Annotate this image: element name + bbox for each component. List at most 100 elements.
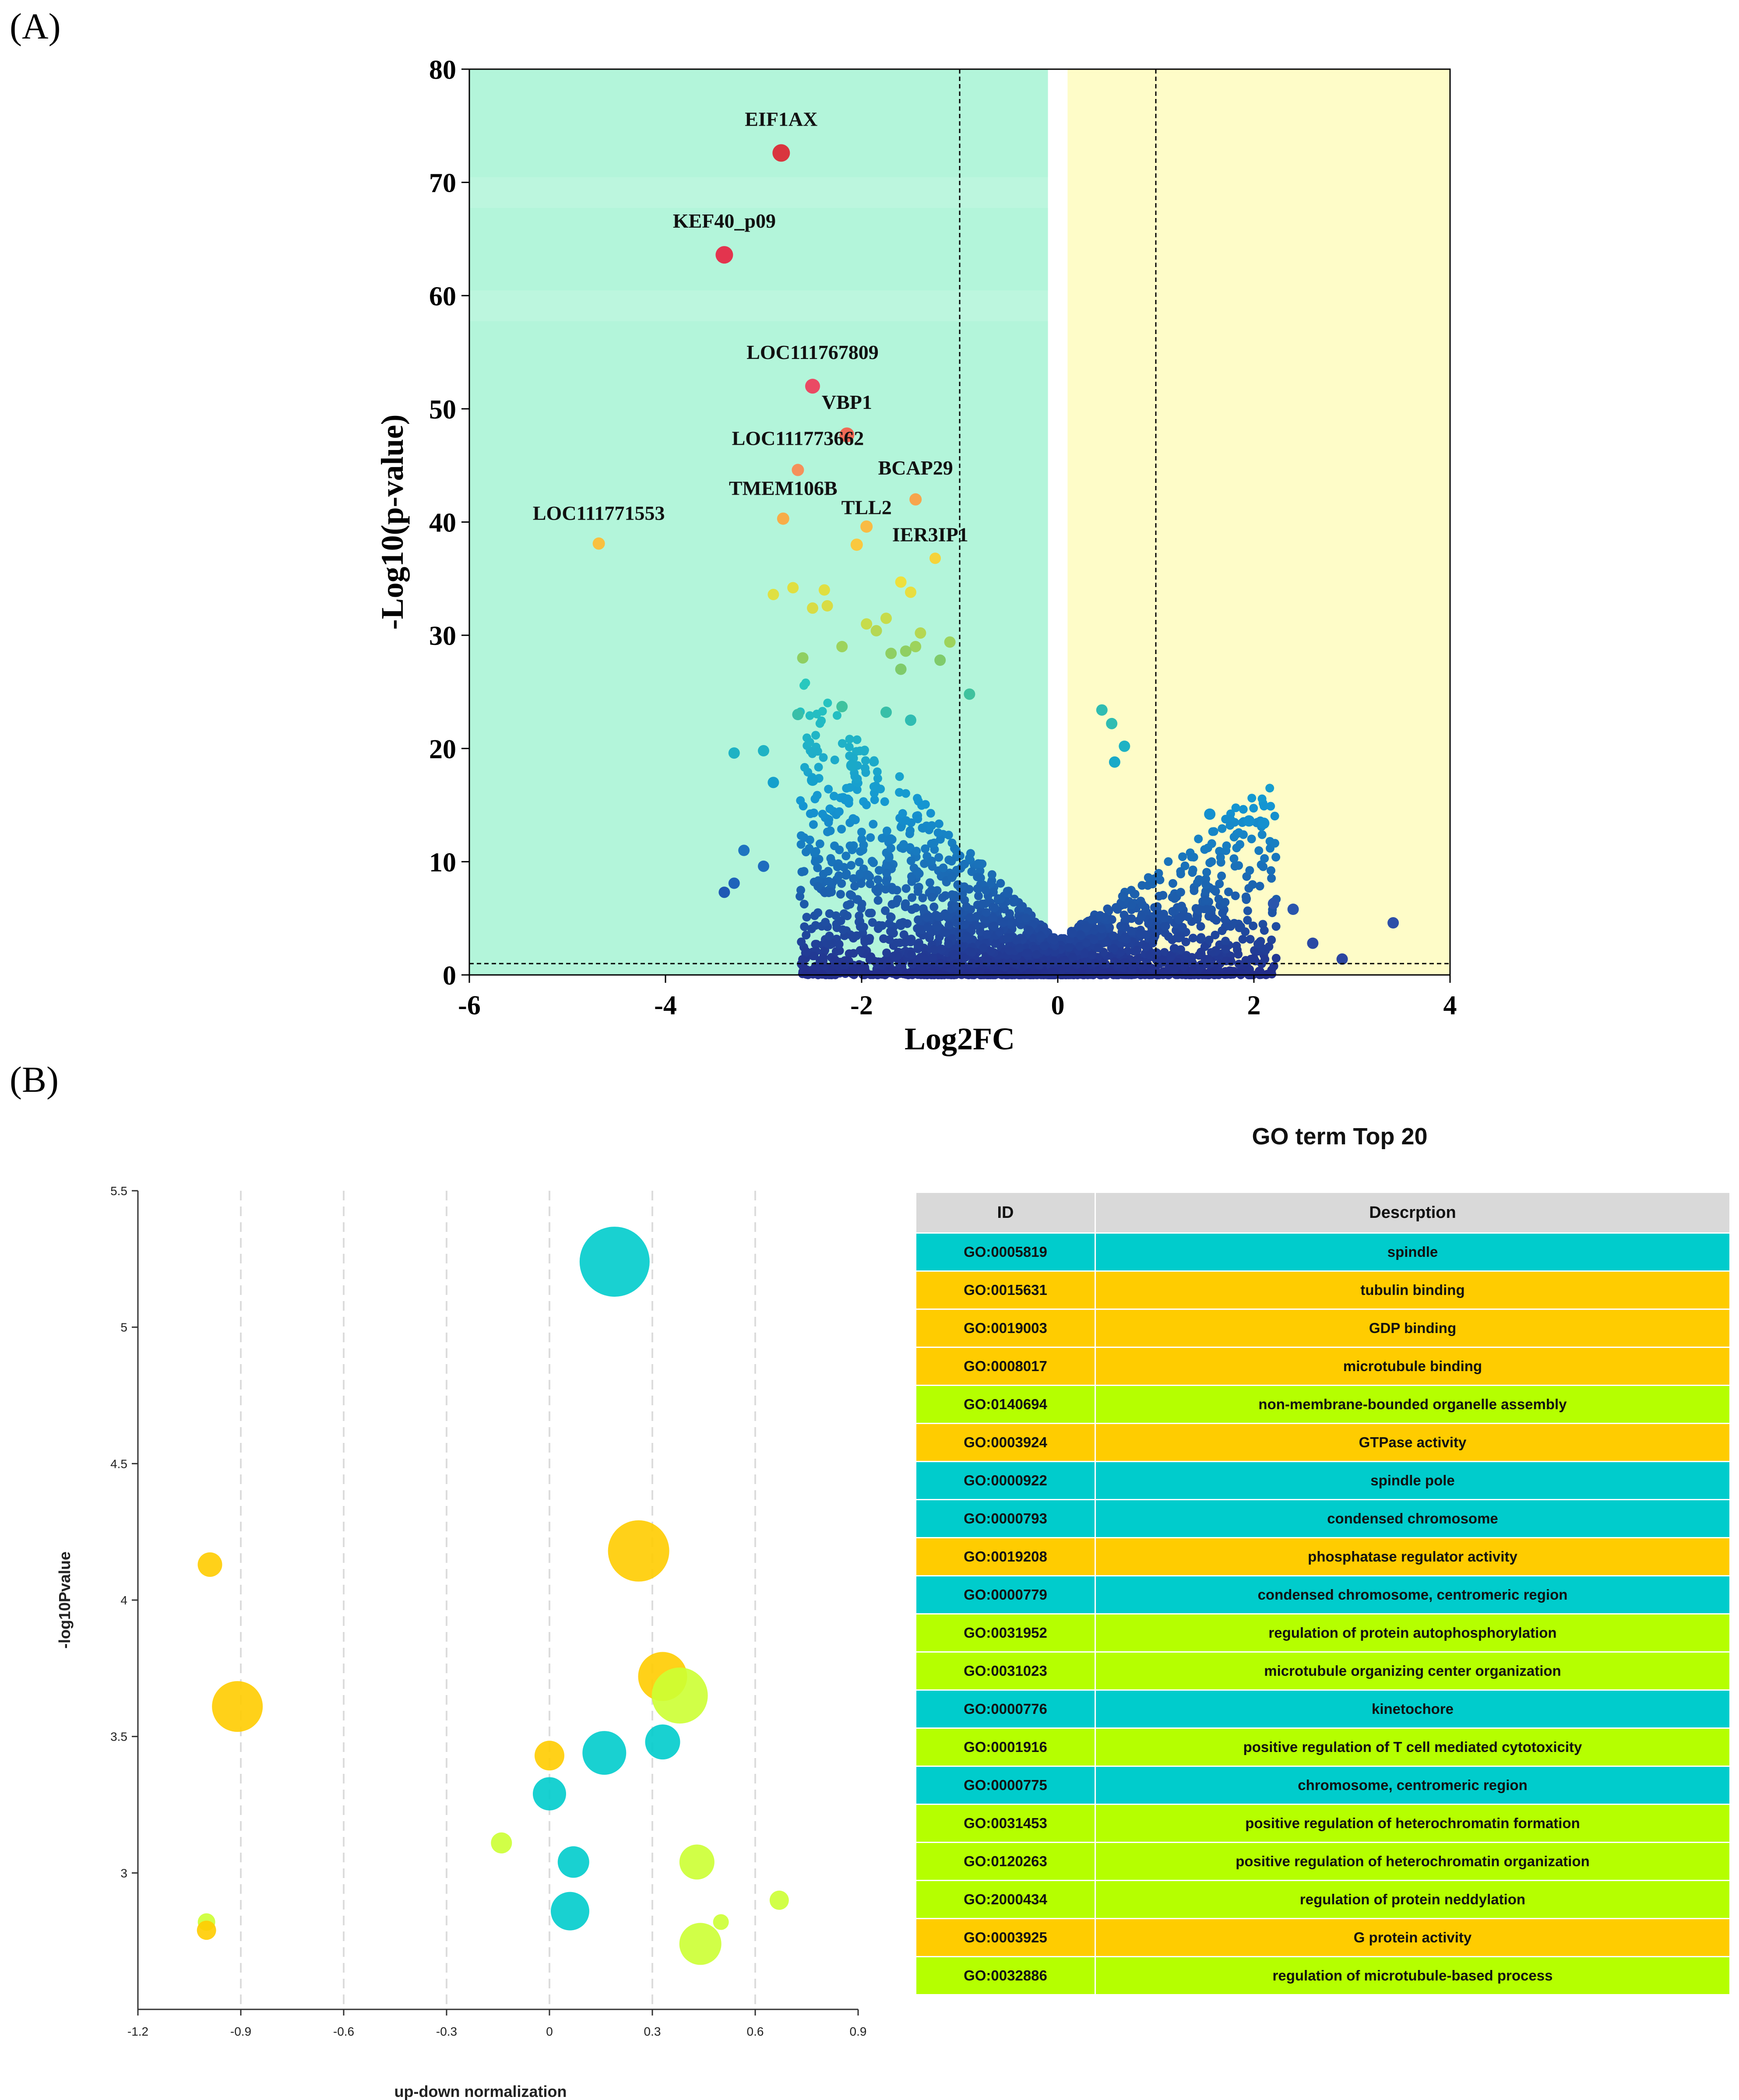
gene-point — [1237, 968, 1246, 978]
gene-point — [1035, 960, 1044, 970]
gene-point — [927, 856, 936, 865]
gene-point — [855, 869, 865, 879]
gene-label: LOC111773662 — [732, 427, 864, 450]
gene-point — [1183, 912, 1193, 922]
gene-point — [913, 867, 922, 876]
gene-point — [1023, 949, 1032, 958]
gene-point — [801, 947, 810, 956]
gene-point — [813, 747, 822, 756]
gene-point — [885, 935, 894, 944]
gene-point — [992, 939, 1001, 948]
gene-point — [1268, 908, 1277, 918]
gene-point — [826, 966, 835, 975]
gene-point — [987, 878, 996, 887]
y-tick-label: 5 — [120, 1321, 127, 1334]
gene-point — [1253, 939, 1262, 949]
gene-point — [849, 949, 858, 958]
gene-point — [882, 862, 891, 871]
gene-point — [926, 809, 935, 818]
gene-point — [982, 908, 991, 917]
gene-point — [996, 894, 1005, 904]
y-tick-label: 0 — [443, 961, 456, 991]
gene-point — [799, 900, 809, 909]
gene-point — [1247, 794, 1257, 803]
gene-point — [1082, 938, 1091, 947]
gene-point — [805, 738, 814, 747]
gene-point — [1090, 925, 1099, 935]
gene-point — [1209, 885, 1218, 894]
gene-point — [899, 840, 908, 849]
gene-point — [863, 870, 872, 879]
gene-point — [799, 867, 809, 876]
gene-point — [1088, 915, 1097, 924]
gene-point — [841, 851, 851, 861]
gene-point — [1094, 943, 1103, 953]
go-term-table: ID Descrption GO:0005819 spindle GO:001563… — [915, 1192, 1731, 1995]
gene-point — [934, 819, 943, 828]
gene-point — [813, 791, 822, 800]
gene-point — [852, 735, 862, 744]
gene-point — [1201, 895, 1211, 904]
gene-point — [885, 647, 897, 659]
gene-point — [1096, 932, 1105, 941]
gene-point — [941, 928, 950, 937]
gene-point — [1047, 967, 1056, 976]
gene-point — [845, 735, 854, 744]
gene-point — [939, 863, 948, 872]
gene-point — [1216, 853, 1225, 862]
gene-point — [1011, 960, 1021, 969]
gene-point — [1003, 933, 1012, 942]
gene-point — [1189, 966, 1198, 975]
gene-point — [834, 939, 844, 949]
gene-point — [987, 870, 996, 879]
gene-point — [1081, 924, 1091, 933]
gene-point — [1194, 905, 1203, 915]
gene-point — [843, 901, 852, 910]
gene-point — [1218, 926, 1227, 936]
gene-point — [895, 772, 904, 781]
go-term-bubble — [197, 1552, 222, 1577]
go-term-bubble — [551, 1892, 589, 1931]
labeled-gene-point — [909, 493, 922, 506]
gene-point — [860, 763, 870, 773]
gene-point — [861, 618, 873, 630]
gene-point — [1194, 834, 1203, 844]
gene-point — [1250, 953, 1259, 963]
gene-point — [830, 755, 839, 764]
gene-point — [1254, 846, 1264, 855]
gene-point — [1160, 948, 1169, 957]
gene-point — [1203, 905, 1212, 914]
gene-point — [1259, 862, 1268, 871]
volcano-plot: EIF1AX KEF40_p09 LOC111767809 VBP1 LOC111773… — [375, 55, 1457, 1056]
gene-point — [807, 774, 818, 786]
gene-point — [836, 701, 848, 713]
gene-point — [922, 913, 931, 922]
go-term-bubble — [533, 1777, 566, 1811]
gene-point — [907, 950, 916, 960]
go-description-cell: microtubule organizing center organizati… — [1095, 1651, 1731, 1691]
gene-point — [873, 896, 883, 905]
gene-point — [862, 800, 871, 809]
gene-point — [927, 821, 936, 830]
gene-point — [1249, 804, 1258, 813]
go-description-cell: microtubule binding — [1095, 1347, 1731, 1386]
gene-point — [1174, 933, 1183, 943]
gene-point — [855, 858, 864, 867]
gene-point — [986, 946, 996, 956]
gene-point — [1201, 886, 1210, 896]
gene-point — [796, 840, 806, 849]
gene-point — [868, 918, 877, 927]
gene-point — [1215, 879, 1224, 888]
x-tick-label: 0 — [546, 2025, 553, 2038]
x-tick-label: -1.2 — [127, 2025, 148, 2038]
gene-point — [974, 884, 983, 893]
gene-point — [1263, 970, 1272, 979]
gene-label: EIF1AX — [745, 108, 817, 130]
x-tick-label: 0.9 — [850, 2025, 867, 2038]
labeled-gene-point — [715, 246, 733, 264]
gene-point — [1231, 803, 1240, 813]
gene-point — [1260, 955, 1270, 964]
gene-point — [936, 912, 945, 922]
table-row: GO:0000779 condensed chromosome, centrome… — [915, 1575, 1731, 1615]
gene-point — [802, 930, 811, 939]
